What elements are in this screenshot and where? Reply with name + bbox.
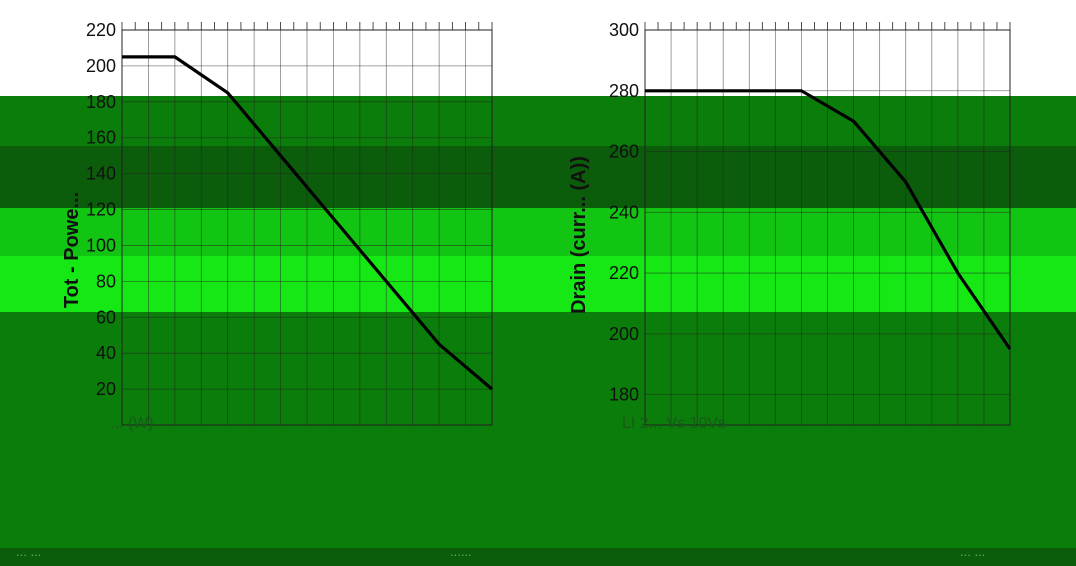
overlay-band-3 — [0, 256, 1076, 312]
y-tick-label: 300 — [609, 20, 639, 40]
chart-annotation: ... (W) — [110, 415, 154, 432]
y-axis-label: Tot - Powe... — [61, 192, 83, 308]
y-tick-label: 240 — [609, 202, 639, 222]
y-tick-label: 200 — [86, 56, 116, 76]
y-tick-label: 120 — [86, 200, 116, 220]
y-tick-label: 160 — [86, 128, 116, 148]
y-tick-label: 260 — [609, 142, 639, 162]
y-tick-label: 180 — [609, 385, 639, 405]
y-tick-label: 80 — [96, 271, 116, 291]
overlay-band-1 — [0, 146, 1076, 208]
y-tick-label: 220 — [86, 20, 116, 40]
y-tick-label: 220 — [609, 263, 639, 283]
overlay-band-6 — [0, 548, 1076, 566]
y-tick-label: 60 — [96, 307, 116, 327]
y-tick-label: 200 — [609, 324, 639, 344]
series-line — [122, 55, 494, 391]
y-tick-label: 180 — [86, 92, 116, 112]
footer-left-label: ... ... — [16, 544, 42, 559]
chart-annotation: LI 2... Vs 10Vs — [622, 415, 726, 432]
series-line — [645, 89, 1012, 350]
overlay-band-5 — [0, 334, 1076, 548]
overlay-band-2 — [0, 208, 1076, 256]
y-tick-label: 280 — [609, 81, 639, 101]
y-axis-label: Drain (curr... (A)) — [568, 156, 590, 314]
footer-center-label: ...... — [450, 544, 472, 559]
y-tick-label: 40 — [96, 343, 116, 363]
y-tick-label: 100 — [86, 235, 116, 255]
y-tick-label: 140 — [86, 164, 116, 184]
footer-right-label: ... ... — [960, 544, 986, 559]
y-tick-label: 20 — [96, 379, 116, 399]
